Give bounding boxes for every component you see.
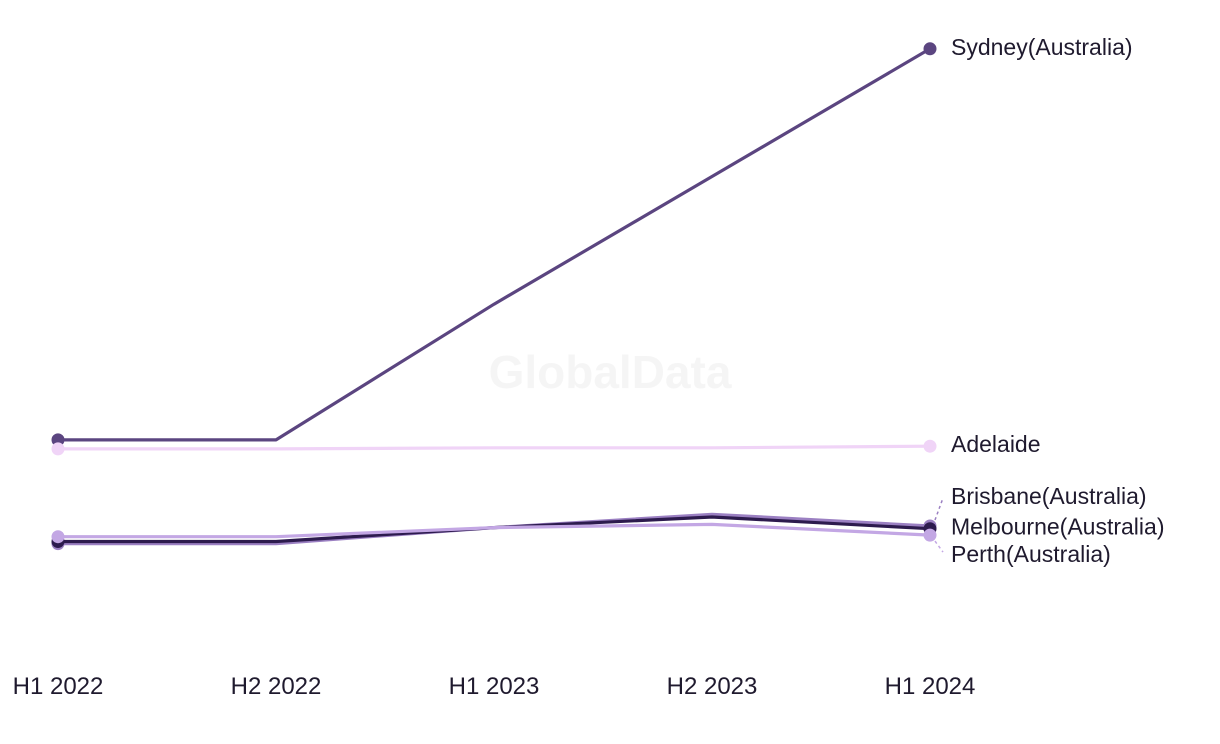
series-adelaide [51, 439, 937, 456]
data-point-adelaide [51, 442, 65, 456]
series-label-perth: Perth(Australia) [951, 541, 1111, 567]
data-point-sydney [923, 42, 937, 56]
x-axis-ticks: H1 2022 H2 2022 H1 2023 H2 2023 H1 2024 [13, 673, 976, 700]
x-tick-label: H1 2024 [885, 673, 976, 700]
x-tick-label: H1 2023 [449, 673, 540, 700]
x-tick-label: H2 2022 [231, 673, 322, 700]
label-leader-brisbane [934, 497, 944, 521]
series-line-adelaide [56, 444, 932, 451]
series-line-sydney [56, 47, 932, 442]
watermark: GlobalData [489, 346, 732, 398]
data-point-sydney [51, 433, 65, 447]
label-leader-perth [934, 540, 944, 553]
series-line-perth [56, 522, 932, 539]
x-tick-label: H2 2023 [667, 673, 758, 700]
x-tick-label: H1 2022 [13, 673, 104, 700]
data-point-adelaide [923, 439, 937, 453]
series-label-layer: Sydney(Australia) Adelaide Brisbane(Austra… [934, 34, 1164, 567]
series-label-adelaide: Adelaide [951, 431, 1041, 457]
data-point-perth [923, 528, 937, 542]
series-label-brisbane: Brisbane(Australia) [951, 483, 1147, 509]
data-point-perth [51, 530, 65, 544]
series-brisbane [51, 512, 937, 551]
series-sydney [51, 42, 937, 447]
series-label-sydney: Sydney(Australia) [951, 34, 1133, 60]
series-label-melbourne: Melbourne(Australia) [951, 514, 1164, 540]
series-layer [51, 42, 937, 551]
series-perth [51, 522, 937, 544]
